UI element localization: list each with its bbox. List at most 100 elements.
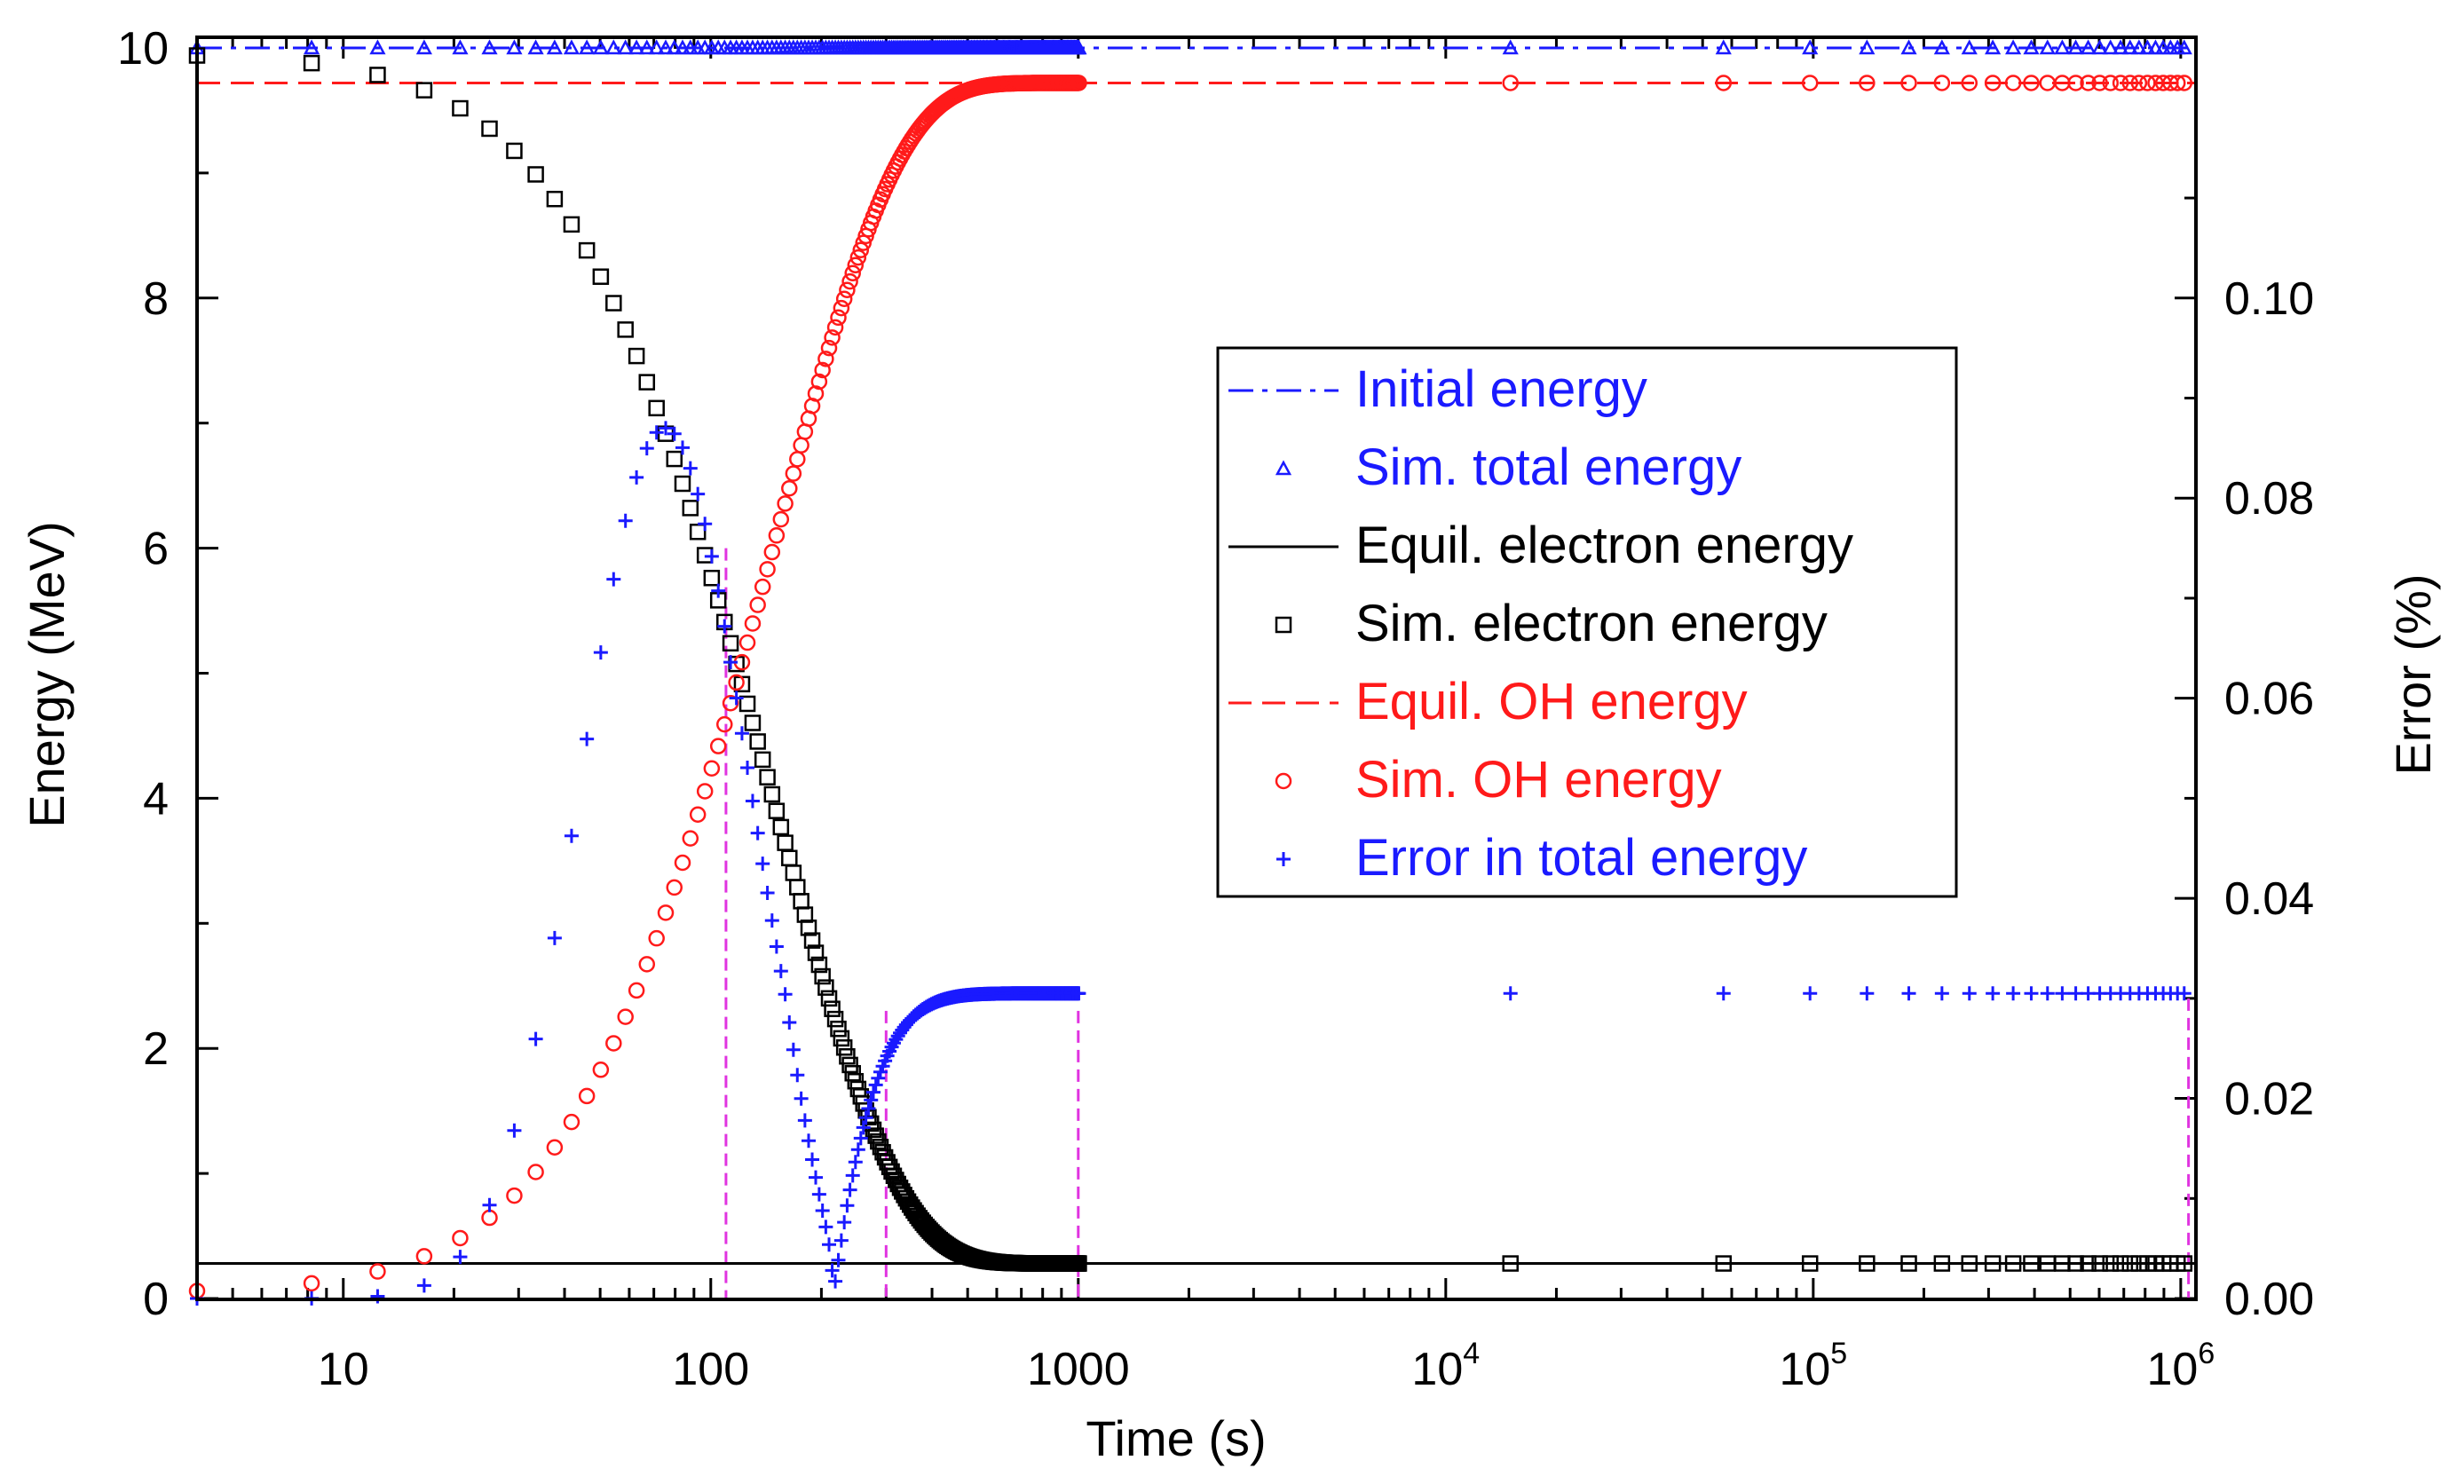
- data-point: [809, 1170, 824, 1185]
- data-point: [1900, 1255, 1917, 1272]
- data-point: [303, 54, 320, 72]
- data-point: [2024, 986, 2039, 1001]
- data-point: [729, 691, 744, 706]
- data-point: [564, 828, 579, 843]
- data-point: [617, 321, 634, 338]
- data-point: [452, 39, 469, 55]
- data-point: [781, 479, 798, 497]
- data-point: [2005, 39, 2022, 55]
- data-point: [830, 309, 847, 327]
- data-point: [638, 374, 656, 391]
- data-point: [833, 1030, 850, 1047]
- data-point: [759, 769, 776, 785]
- data-point: [734, 726, 749, 741]
- data-point: [1502, 39, 1519, 55]
- x-tick-label: 104: [1411, 1337, 1480, 1395]
- data-point: [2039, 39, 2056, 55]
- data-point: [689, 523, 707, 541]
- data-point: [759, 561, 776, 578]
- data-point: [744, 615, 762, 632]
- y-tick-label: 0: [143, 1274, 169, 1325]
- data-point: [703, 569, 721, 587]
- data-point: [369, 67, 386, 83]
- series-sim-electron-energy: [188, 47, 2193, 1272]
- data-point: [1962, 986, 1977, 1001]
- data-point: [639, 441, 654, 456]
- data-point: [1859, 75, 1876, 91]
- y2-axis-title: Error (%): [2385, 573, 2441, 775]
- data-point: [835, 290, 853, 308]
- data-point: [618, 513, 633, 528]
- data-point: [563, 1113, 580, 1131]
- data-point: [782, 1015, 797, 1030]
- legend-key-marker: [1275, 616, 1292, 634]
- data-point: [2080, 75, 2097, 91]
- data-point: [852, 241, 870, 258]
- data-point: [815, 1204, 830, 1219]
- data-point: [709, 738, 727, 754]
- data-point: [1933, 39, 1950, 55]
- data-point: [2176, 1255, 2193, 1272]
- y2-tick-label: 0.00: [2224, 1274, 2314, 1325]
- data-point: [1961, 39, 1978, 55]
- data-point: [2121, 75, 2139, 91]
- data-point: [826, 1010, 844, 1028]
- data-point: [453, 1250, 468, 1265]
- data-point: [2004, 1255, 2022, 1272]
- data-point: [865, 1121, 882, 1139]
- data-point: [578, 1087, 596, 1105]
- x-tick-label: 1000: [1027, 1344, 1130, 1395]
- y-tick-label: 10: [117, 23, 169, 75]
- data-point: [2176, 75, 2193, 91]
- data-point: [861, 1101, 876, 1116]
- data-point: [800, 920, 817, 936]
- data-point: [592, 39, 609, 55]
- data-point: [2068, 986, 2083, 1001]
- data-point: [1801, 75, 1819, 91]
- data-point: [592, 268, 610, 285]
- data-point: [528, 1031, 543, 1046]
- data-point: [828, 1274, 843, 1289]
- data-point: [648, 929, 665, 947]
- data-point: [848, 1155, 863, 1170]
- data-point: [849, 249, 867, 266]
- data-point: [696, 783, 714, 800]
- data-point: [2147, 39, 2164, 55]
- data-point: [303, 39, 320, 55]
- y2-tick-label: 0.06: [2224, 674, 2314, 725]
- data-point: [1859, 39, 1876, 55]
- data-point: [1859, 1255, 1876, 1272]
- data-point: [2006, 986, 2021, 1001]
- data-point: [772, 510, 790, 528]
- data-point: [777, 495, 794, 512]
- data-point: [1070, 75, 1087, 91]
- data-point: [1502, 1255, 1519, 1272]
- data-point: [2023, 39, 2040, 55]
- x-tick-base: 1000: [1027, 1344, 1130, 1395]
- data-point: [858, 1110, 873, 1125]
- data-point: [868, 1077, 883, 1093]
- data-point: [649, 425, 664, 440]
- data-point: [1933, 1255, 1951, 1272]
- data-point: [638, 39, 655, 55]
- data-point: [547, 930, 562, 945]
- data-point: [674, 854, 691, 872]
- data-point: [842, 1182, 857, 1197]
- series-error-in-total-energy: [190, 421, 2192, 1306]
- data-point: [723, 655, 738, 670]
- legend: Initial energy Sim. total energy Equil. …: [1216, 346, 1958, 898]
- data-point: [2102, 75, 2119, 91]
- data-point: [369, 39, 386, 55]
- data-point: [1985, 39, 2002, 55]
- data-point: [674, 39, 691, 55]
- x-tick-base: 10: [1411, 1344, 1463, 1395]
- data-point: [415, 82, 433, 99]
- data-point: [817, 979, 834, 996]
- data-point: [785, 465, 802, 482]
- data-point: [826, 319, 844, 336]
- data-point: [682, 500, 699, 517]
- x-tick-exponent: 4: [1463, 1337, 1480, 1370]
- data-point: [722, 635, 739, 652]
- plot-frame: [195, 36, 2198, 1301]
- data-point: [864, 1093, 879, 1108]
